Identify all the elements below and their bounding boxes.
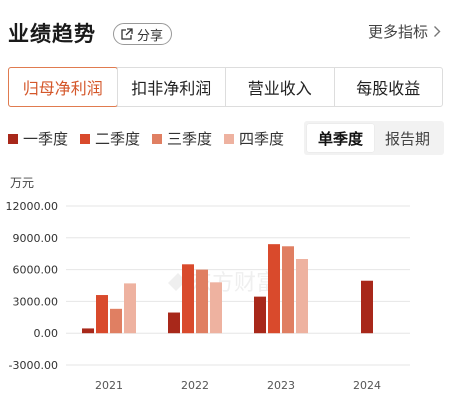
bar-2022-q2[interactable]: [182, 264, 194, 334]
chevron-right-icon: [434, 26, 441, 37]
share-button[interactable]: 分享: [113, 23, 173, 45]
legend-swatch-q4: [224, 133, 235, 144]
y-tick-label: 12000.00: [6, 200, 59, 213]
legend-item-q2: 二季度: [80, 128, 140, 149]
metric-tabs: 归母净利润 扣非净利润 营业收入 每股收益: [8, 67, 443, 107]
tab-deducted-net-profit[interactable]: 扣非净利润: [116, 68, 226, 106]
y-tick-label: 3000.00: [13, 295, 59, 308]
legend-label-q1: 一季度: [23, 130, 69, 148]
tab-parent-net-profit[interactable]: 归母净利润: [8, 67, 118, 107]
x-tick-label: 2021: [95, 379, 123, 392]
y-tick-label: 6000.00: [13, 264, 59, 277]
legend-swatch-q3: [152, 133, 163, 144]
legend-item-q3: 三季度: [152, 128, 212, 149]
legend-item-q1: 一季度: [8, 128, 68, 149]
chart-legend: 一季度 二季度 三季度 四季度: [8, 128, 296, 149]
legend-label-q4: 四季度: [239, 130, 285, 148]
legend-item-q4: 四季度: [224, 128, 284, 149]
more-metrics-link[interactable]: 更多指标: [368, 21, 441, 42]
legend-label-q3: 三季度: [167, 130, 213, 148]
bar-2023-q4[interactable]: [296, 259, 308, 334]
bar-2022-q3[interactable]: [196, 269, 208, 334]
bar-2021-q2[interactable]: [96, 295, 108, 334]
bar-2022-q4[interactable]: [210, 282, 222, 334]
bar-2023-q1[interactable]: [254, 296, 266, 334]
x-tick-label: 2022: [181, 379, 209, 392]
toggle-single-quarter[interactable]: 单季度: [307, 124, 374, 152]
bar-chart: 东方财富 12000.009000.006000.003000.000.00-3…: [6, 200, 410, 392]
bar-2022-q1[interactable]: [168, 312, 180, 334]
bar-2023-q2[interactable]: [268, 244, 280, 334]
x-axis-ticks: 2021 2022 2023 2024: [95, 379, 381, 392]
tab-revenue[interactable]: 营业收入: [225, 68, 334, 106]
grid-lines: [66, 205, 410, 366]
legend-label-q2: 二季度: [95, 130, 141, 148]
bar-2021-q3[interactable]: [110, 308, 122, 334]
tab-eps[interactable]: 每股收益: [333, 68, 443, 106]
toggle-report-period[interactable]: 报告期: [384, 129, 430, 148]
share-label: 分享: [137, 28, 164, 44]
more-metrics-label: 更多指标: [367, 23, 428, 41]
bar-2024-q1[interactable]: [361, 280, 373, 334]
y-tick-label: 0.00: [34, 327, 59, 340]
y-axis-unit: 万元: [10, 176, 35, 190]
x-tick-label: 2023: [267, 379, 295, 392]
x-tick-label: 2024: [353, 379, 381, 392]
legend-swatch-q2: [80, 133, 91, 144]
period-toggle: 单季度 报告期: [304, 121, 444, 155]
y-tick-label: 9000.00: [13, 232, 59, 245]
page-title: 业绩趋势: [8, 22, 96, 46]
bar-2021-q4[interactable]: [124, 283, 136, 334]
legend-swatch-q1: [8, 133, 18, 144]
bars: [82, 244, 373, 334]
bar-2021-q1[interactable]: [82, 328, 94, 334]
y-axis-ticks: 12000.00 9000.00 6000.00 3000.00 0.00 -3000.0…: [6, 200, 59, 372]
bar-2023-q3[interactable]: [282, 246, 294, 334]
share-icon: [121, 27, 133, 40]
y-tick-label: -3000.00: [9, 359, 58, 372]
